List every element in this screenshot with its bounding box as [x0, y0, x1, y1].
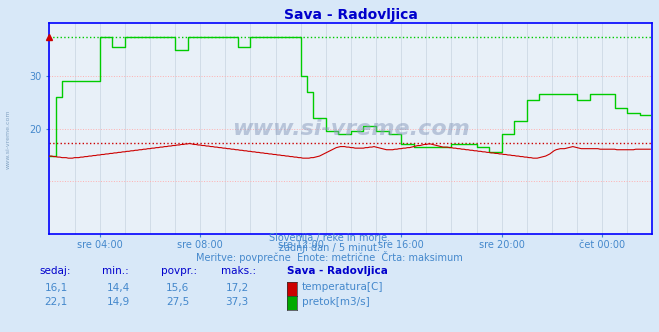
Text: www.si-vreme.com: www.si-vreme.com	[232, 119, 470, 139]
Text: 17,2: 17,2	[225, 283, 249, 292]
Text: povpr.:: povpr.:	[161, 266, 198, 276]
Text: 15,6: 15,6	[166, 283, 190, 292]
Text: min.:: min.:	[102, 266, 129, 276]
Text: 14,4: 14,4	[107, 283, 130, 292]
Text: 37,3: 37,3	[225, 297, 249, 307]
Text: 16,1: 16,1	[44, 283, 68, 292]
Text: www.si-vreme.com: www.si-vreme.com	[5, 110, 11, 169]
Text: pretok[m3/s]: pretok[m3/s]	[302, 297, 370, 307]
Text: temperatura[C]: temperatura[C]	[302, 283, 384, 292]
Text: 27,5: 27,5	[166, 297, 190, 307]
Text: Meritve: povprečne  Enote: metrične  Črta: maksimum: Meritve: povprečne Enote: metrične Črta:…	[196, 251, 463, 263]
Title: Sava - Radovljica: Sava - Radovljica	[284, 8, 418, 22]
Text: maks.:: maks.:	[221, 266, 256, 276]
Text: Slovenija / reke in morje.: Slovenija / reke in morje.	[269, 233, 390, 243]
Text: 14,9: 14,9	[107, 297, 130, 307]
Text: Sava - Radovljica: Sava - Radovljica	[287, 266, 387, 276]
Text: sedaj:: sedaj:	[40, 266, 71, 276]
Text: 22,1: 22,1	[44, 297, 68, 307]
Text: zadnji dan / 5 minut.: zadnji dan / 5 minut.	[279, 243, 380, 253]
